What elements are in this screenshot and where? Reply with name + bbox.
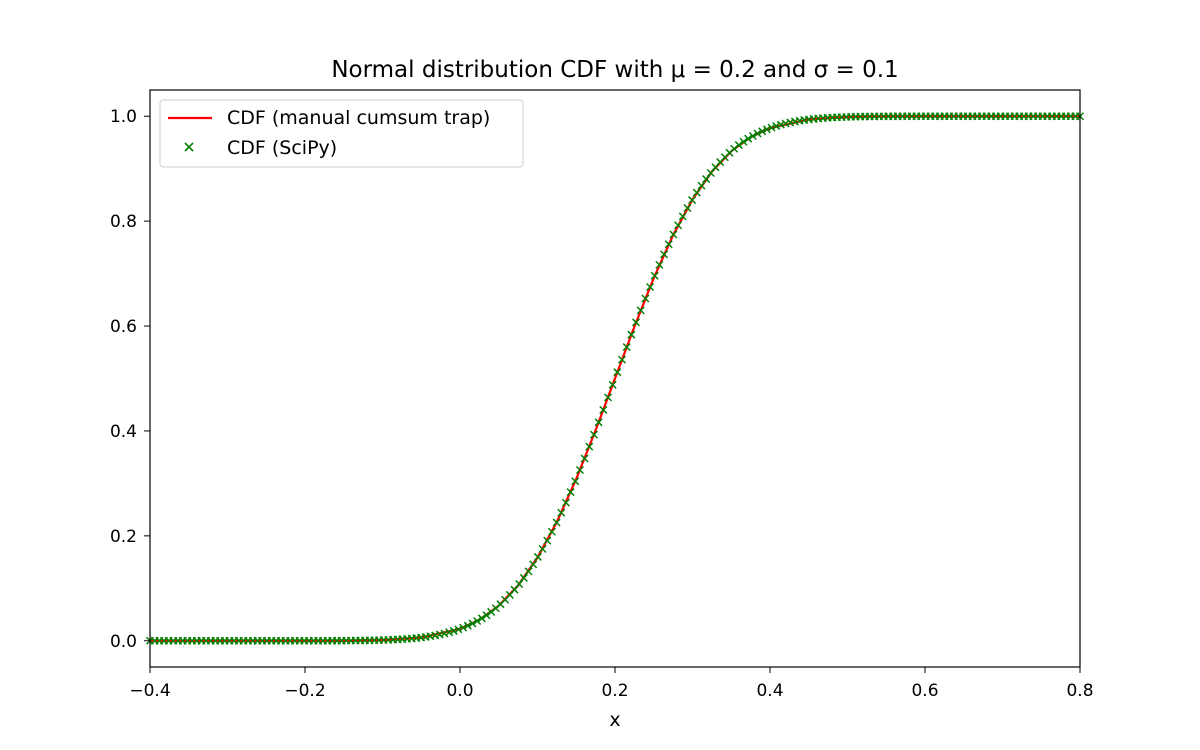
scipy-point — [697, 181, 706, 190]
scipy-point — [772, 122, 781, 131]
scipy-point — [678, 212, 687, 221]
scipy-point — [603, 393, 613, 402]
chart-title: Normal distribution CDF with μ = 0.2 and… — [331, 57, 898, 83]
x-tick-label: 0.0 — [446, 681, 473, 701]
scipy-point — [608, 380, 617, 389]
scipy-point — [454, 625, 463, 634]
scipy-point — [533, 552, 542, 561]
y-tick-label: 0.4 — [110, 422, 137, 442]
x-tick-label: 0.8 — [1066, 681, 1093, 701]
scipy-point — [594, 418, 603, 427]
scipy-point — [463, 621, 472, 630]
scipy-point — [688, 196, 697, 205]
scipy-point — [702, 175, 711, 184]
scipy-point — [683, 203, 692, 213]
legend: CDF (manual cumsum trap) CDF (SciPy) — [159, 99, 524, 168]
scipy-point — [641, 294, 650, 303]
scipy-point — [613, 368, 622, 377]
scipy-point — [519, 573, 528, 582]
legend-box — [159, 99, 524, 168]
x-tick-label: −0.4 — [129, 681, 170, 701]
scipy-point — [627, 330, 636, 339]
scipy-point — [669, 230, 678, 239]
scipy-point — [692, 188, 701, 197]
scipy-point — [580, 454, 589, 463]
scipy-point — [482, 611, 491, 620]
scipy-point — [744, 134, 753, 143]
scipy-point — [650, 271, 659, 280]
scipy-point — [589, 430, 599, 439]
scipy-point — [468, 619, 477, 628]
legend-label-manual: CDF (manual cumsum trap) — [227, 107, 490, 129]
scipy-point — [552, 518, 561, 527]
scipy-point — [529, 560, 538, 569]
scipy-point — [739, 137, 748, 146]
y-tick-label: 0.8 — [110, 212, 137, 232]
scipy-point — [674, 221, 683, 230]
series-markers-scipy — [145, 112, 1085, 645]
scipy-point — [664, 240, 673, 249]
scipy-point — [734, 141, 743, 150]
scipy-point — [660, 250, 669, 259]
scipy-point — [753, 129, 762, 138]
scipy-point — [445, 628, 454, 637]
scipy-point — [538, 544, 547, 554]
scipy-point — [599, 405, 608, 414]
scipy-point — [585, 442, 594, 451]
legend-label-scipy: CDF (SciPy) — [227, 137, 337, 159]
y-axis: 0.0 0.2 0.4 0.6 0.8 1.0 — [110, 107, 150, 652]
x-axis: −0.4 −0.2 0.0 0.2 0.4 0.6 0.8 — [129, 667, 1094, 701]
scipy-point — [748, 131, 757, 141]
y-tick-label: 1.0 — [110, 107, 137, 127]
legend-marker-swatch — [184, 142, 194, 152]
scipy-point — [547, 527, 556, 536]
scipy-point — [557, 508, 566, 517]
scipy-point — [767, 123, 776, 132]
scipy-point — [646, 282, 655, 292]
scipy-point — [543, 536, 552, 545]
scipy-point — [762, 125, 771, 134]
scipy-point — [631, 318, 641, 327]
plot-area — [145, 112, 1085, 645]
scipy-point — [440, 629, 449, 638]
scipy-point — [566, 488, 575, 497]
scipy-point — [575, 465, 584, 475]
scipy-point — [449, 626, 458, 635]
scipy-point — [561, 498, 570, 507]
y-tick-label: 0.6 — [110, 317, 137, 337]
scipy-point — [776, 120, 785, 129]
scipy-point — [473, 616, 482, 626]
scipy-point — [524, 567, 533, 576]
x-tick-label: 0.2 — [601, 681, 628, 701]
x-tick-label: 0.4 — [756, 681, 783, 701]
scipy-point — [571, 477, 580, 486]
scipy-point — [655, 260, 664, 269]
scipy-point — [636, 306, 645, 315]
scipy-point — [758, 127, 767, 136]
x-tick-label: −0.2 — [284, 681, 325, 701]
scipy-point — [515, 579, 524, 589]
scipy-point — [617, 355, 627, 364]
scipy-point — [622, 343, 631, 352]
y-tick-label: 0.2 — [110, 527, 137, 547]
y-tick-label: 0.0 — [110, 632, 137, 652]
scipy-point — [459, 623, 468, 632]
scipy-point — [477, 614, 486, 623]
x-tick-label: 0.6 — [911, 681, 938, 701]
x-axis-title: x — [609, 709, 620, 731]
